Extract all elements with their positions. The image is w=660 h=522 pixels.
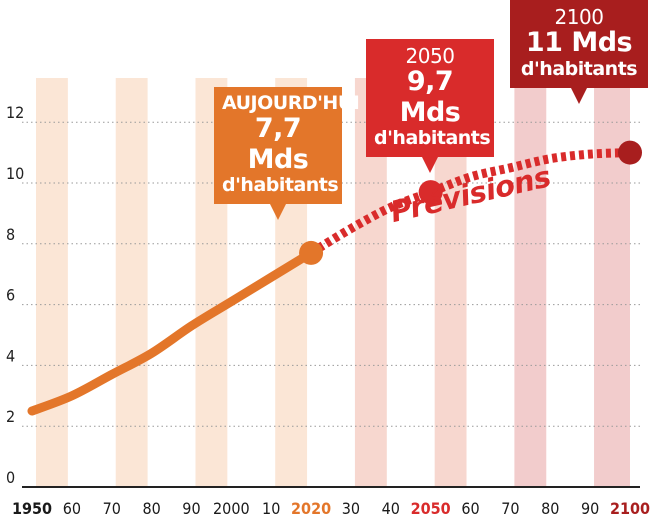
x-tick-label: 40 xyxy=(382,499,400,518)
callout-today: AUJOURD'HUI 7,7 Mds d'habitants xyxy=(214,87,360,220)
background-band xyxy=(514,78,547,487)
y-tick-label: 2 xyxy=(6,407,15,426)
callout-today-unit: d'habitants xyxy=(222,173,339,196)
callout-today-value: 7,7 Mds xyxy=(247,113,309,175)
callout-2100: 2100 11 Mds d'habitants xyxy=(510,0,648,104)
highlight-point xyxy=(299,240,324,265)
callout-today-label: AUJOURD'HUI xyxy=(222,92,360,114)
x-tick-label: 2100 xyxy=(610,499,650,518)
callout-2050-value: 9,7 Mds xyxy=(399,66,461,128)
y-tick-label: 8 xyxy=(6,225,15,244)
background-band xyxy=(115,78,148,487)
x-tick-label: 70 xyxy=(103,499,121,518)
callout-2050-unit: d'habitants xyxy=(374,126,491,149)
callout-2100-value: 11 Mds xyxy=(525,27,633,59)
x-tick-label: 1950 xyxy=(12,499,52,518)
x-tick-label: 30 xyxy=(342,499,360,518)
background-band xyxy=(36,78,68,487)
x-tick-label: 80 xyxy=(541,499,559,518)
x-tick-label: 60 xyxy=(461,499,479,518)
x-tick-label: 90 xyxy=(182,499,200,518)
callout-2050: 2050 9,7 Mds d'habitants xyxy=(366,39,494,174)
callout-2050-year: 2050 xyxy=(405,44,455,68)
series-lines xyxy=(27,148,631,416)
highlight-point xyxy=(618,140,642,165)
y-axis-ticks: 0 2 4 6 8 10 12 xyxy=(6,103,24,487)
x-tick-label: 80 xyxy=(142,499,160,518)
y-tick-label: 4 xyxy=(6,346,15,365)
y-tick-label: 6 xyxy=(6,286,15,305)
x-tick-label: 2050 xyxy=(411,499,451,518)
callout-2100-year: 2100 xyxy=(554,5,604,29)
highlight-points xyxy=(299,140,642,265)
x-tick-label: 90 xyxy=(581,499,599,518)
highlight-point xyxy=(418,180,443,205)
x-tick-label: 10 xyxy=(262,499,280,518)
x-tick-label: 60 xyxy=(63,499,81,518)
y-tick-label: 0 xyxy=(6,468,15,487)
callout-2100-unit: d'habitants xyxy=(520,57,638,80)
x-axis-ticks: 1950 60 70 80 90 2000 10 2020 30 40 2050 60 70 80 90 21… xyxy=(12,499,650,518)
x-tick-label: 2000 xyxy=(213,499,250,518)
background-band xyxy=(594,78,630,487)
historical-line xyxy=(27,248,316,416)
x-tick-label: 2020 xyxy=(291,499,331,518)
y-tick-label: 12 xyxy=(6,103,24,122)
y-tick-label: 10 xyxy=(6,164,24,183)
x-tick-label: 70 xyxy=(501,499,519,518)
